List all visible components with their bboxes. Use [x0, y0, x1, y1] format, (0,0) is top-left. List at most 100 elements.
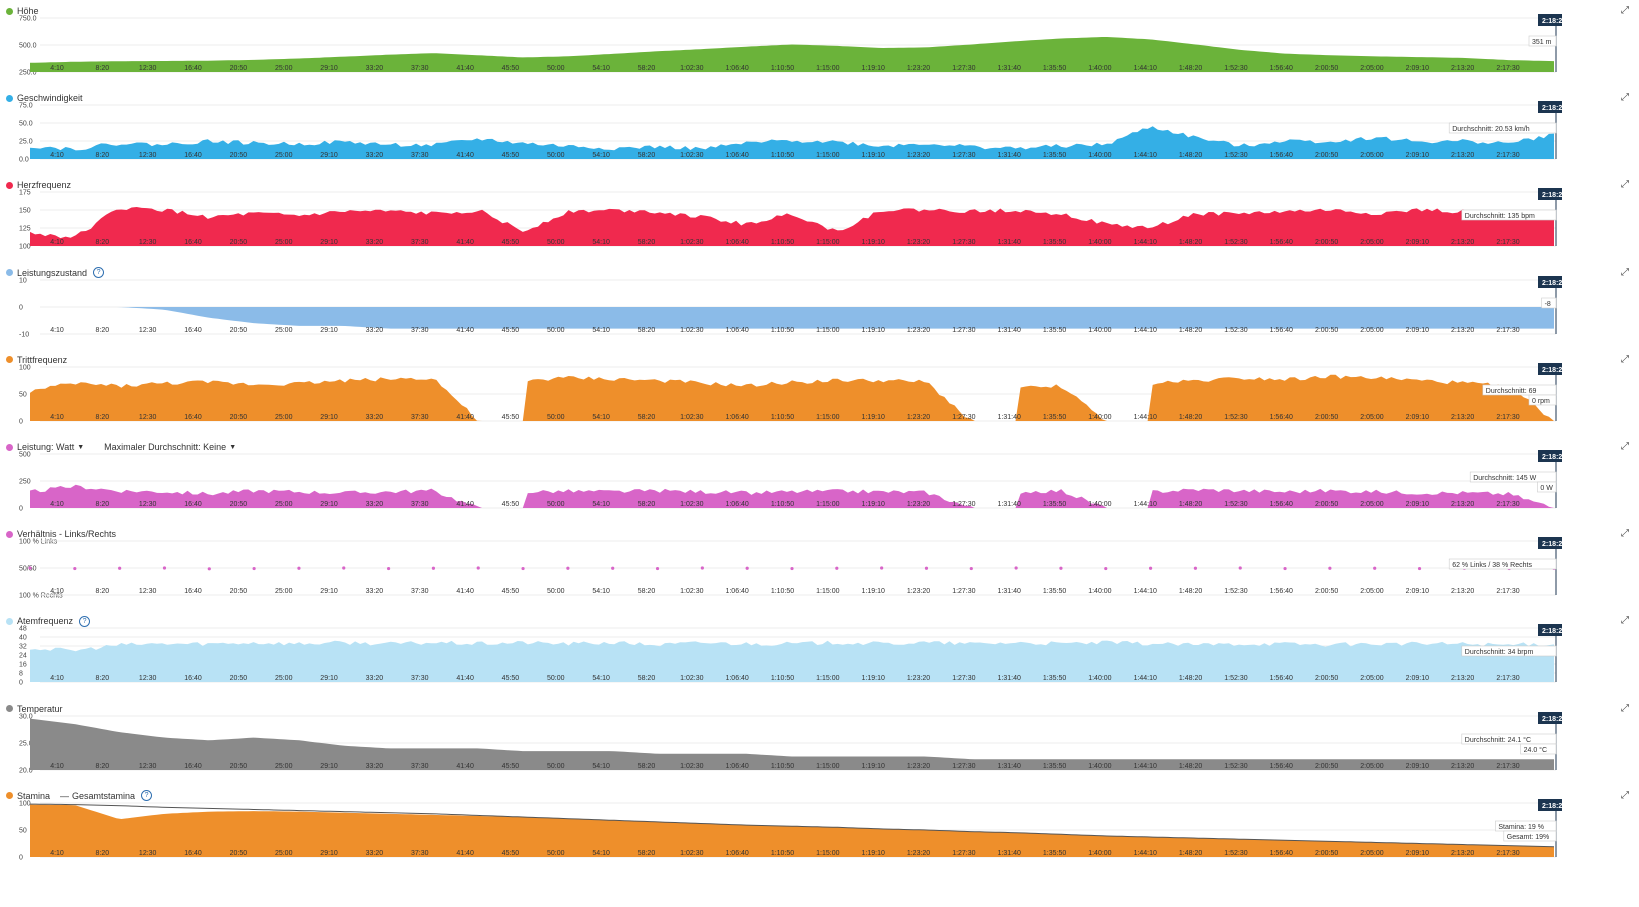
x-tick-label: 20:50 [230, 588, 248, 595]
x-tick-label: 2:17:30 [1496, 152, 1519, 159]
x-tick-label: 2:05:00 [1360, 152, 1383, 159]
panel-header: Atemfrequenz? [6, 614, 91, 628]
x-tick-label: 45:50 [502, 675, 520, 682]
data-point [1417, 567, 1422, 571]
x-tick-label: 1:56:40 [1270, 850, 1293, 857]
x-tick-label: 2:17:30 [1496, 239, 1519, 246]
x-tick-label: 2:17:30 [1496, 327, 1519, 334]
series-color-dot [6, 443, 13, 451]
expand-icon[interactable]: ⤢ [1621, 179, 1629, 191]
x-tick-label: 2:17:30 [1496, 763, 1519, 770]
expand-icon[interactable]: ⤢ [1621, 266, 1629, 278]
data-point [476, 566, 480, 570]
x-tick-label: 54:10 [592, 850, 610, 857]
tooltip-text: Stamina: 19 % [1498, 824, 1544, 831]
x-tick-label: 1:27:30 [952, 588, 975, 595]
x-tick-label: 2:05:00 [1360, 675, 1383, 682]
x-tick-label: 2:05:00 [1360, 65, 1383, 72]
expand-icon[interactable]: ⤢ [1621, 92, 1629, 104]
tooltip-box [1448, 558, 1557, 570]
panel-subtitle[interactable]: Maximaler Durchschnitt: Keine [104, 442, 227, 452]
data-point [655, 567, 660, 571]
chevron-down-icon[interactable]: ▼ [229, 443, 237, 451]
x-tick-label: 1:10:50 [771, 850, 794, 857]
cursor-time-label: 2:18:2 [1542, 18, 1562, 25]
data-point [924, 566, 929, 571]
tooltip-box [1520, 743, 1557, 754]
x-tick-label: 54:10 [592, 763, 610, 770]
chart-panel-temperatur: Temperatur ⤢ 30.0 25.0 20.0 4:10 8:20 12:30 16:4… [0, 698, 1639, 789]
x-tick-label: 1:06:40 [725, 501, 748, 508]
x-tick-label: 2:09:10 [1406, 501, 1429, 508]
expand-icon[interactable]: ⤢ [1621, 5, 1629, 16]
expand-icon[interactable]: ⤢ [1621, 789, 1629, 801]
help-icon[interactable]: ? [93, 267, 105, 279]
x-tick-label: 1:06:40 [725, 152, 748, 159]
series-area [30, 718, 1554, 770]
x-tick-label: 16:40 [184, 588, 202, 595]
help-icon[interactable]: ? [79, 615, 91, 627]
x-tick-label: 4:10 [50, 65, 64, 72]
x-tick-label: 8:20 [96, 501, 110, 508]
series-area [30, 126, 1554, 160]
tooltip-text: Durchschnitt: 145 W [1473, 475, 1536, 482]
y-tick-label: -10 [19, 331, 29, 338]
x-tick-label: 41:40 [456, 152, 474, 159]
x-tick-label: 41:40 [456, 239, 474, 246]
chart-plot: 750.0 500.0 250.0 4:10 8:20 12:30 16:40 20:50 25… [19, 14, 1562, 77]
x-tick-label: 1:52:30 [1224, 152, 1247, 159]
cursor-time-label: 2:18:2 [1542, 541, 1562, 548]
series-area [30, 484, 1554, 508]
expand-icon[interactable]: ⤢ [1621, 615, 1629, 627]
x-tick-label: 45:50 [502, 65, 520, 72]
x-tick-label: 54:10 [592, 152, 610, 159]
x-tick-label: 2:17:30 [1496, 65, 1519, 72]
expand-icon[interactable]: ⤢ [1621, 528, 1629, 540]
x-tick-label: 41:40 [456, 850, 474, 857]
x-tick-label: 1:27:30 [952, 327, 975, 334]
panel-title[interactable]: Leistung: Watt [17, 442, 75, 452]
x-tick-label: 2:13:20 [1451, 152, 1474, 159]
x-tick-label: 1:56:40 [1270, 763, 1293, 770]
x-tick-label: 1:19:10 [862, 239, 885, 246]
x-tick-label: 1:48:20 [1179, 152, 1202, 159]
x-tick-label: 2:17:30 [1496, 850, 1519, 857]
x-tick-label: 1:10:50 [771, 763, 794, 770]
expand-icon[interactable]: ⤢ [1621, 353, 1629, 365]
x-tick-label: 1:35:50 [1043, 763, 1066, 770]
data-point [1059, 566, 1063, 571]
x-tick-label: 58:20 [638, 850, 656, 857]
y-tick-label: 50 [19, 827, 27, 834]
x-tick-label: 1:15:00 [816, 675, 839, 682]
x-tick-label: 50:00 [547, 239, 565, 246]
x-tick-label: 1:48:20 [1179, 501, 1202, 508]
x-tick-label: 50:00 [547, 501, 565, 508]
expand-icon[interactable]: ⤢ [1621, 702, 1629, 714]
x-tick-label: 2:09:10 [1406, 239, 1429, 246]
x-tick-label: 33:20 [366, 414, 384, 421]
x-tick-label: 2:09:10 [1406, 414, 1429, 421]
x-tick-label: 12:30 [139, 675, 157, 682]
x-tick-label: 1:52:30 [1224, 763, 1247, 770]
x-tick-label: 1:02:30 [680, 65, 703, 72]
x-tick-label: 33:20 [366, 65, 384, 72]
chevron-down-icon[interactable]: ▼ [77, 443, 85, 451]
data-point [431, 566, 436, 571]
expand-icon[interactable]: ⤢ [1621, 441, 1629, 452]
x-tick-label: 1:27:30 [952, 239, 975, 246]
x-tick-label: 1:44:10 [1134, 501, 1157, 508]
tooltip-box [1541, 297, 1557, 308]
x-tick-label: 37:30 [411, 327, 429, 334]
x-tick-label: 1:23:20 [907, 152, 930, 159]
x-tick-label: 1:35:50 [1043, 65, 1066, 72]
y-tick-label: 100 [19, 364, 31, 371]
x-tick-label: 2:13:20 [1451, 327, 1474, 334]
x-tick-label: 1:56:40 [1270, 414, 1293, 421]
y-tick-label: 0 [19, 304, 23, 311]
panel-header: Verhältnis - Links/Rechts [6, 527, 116, 541]
help-icon[interactable]: ? [141, 790, 153, 802]
x-tick-label: 50:00 [547, 327, 565, 334]
x-tick-label: 29:10 [320, 850, 338, 857]
x-tick-label: 29:10 [320, 414, 338, 421]
data-point [1148, 566, 1153, 571]
